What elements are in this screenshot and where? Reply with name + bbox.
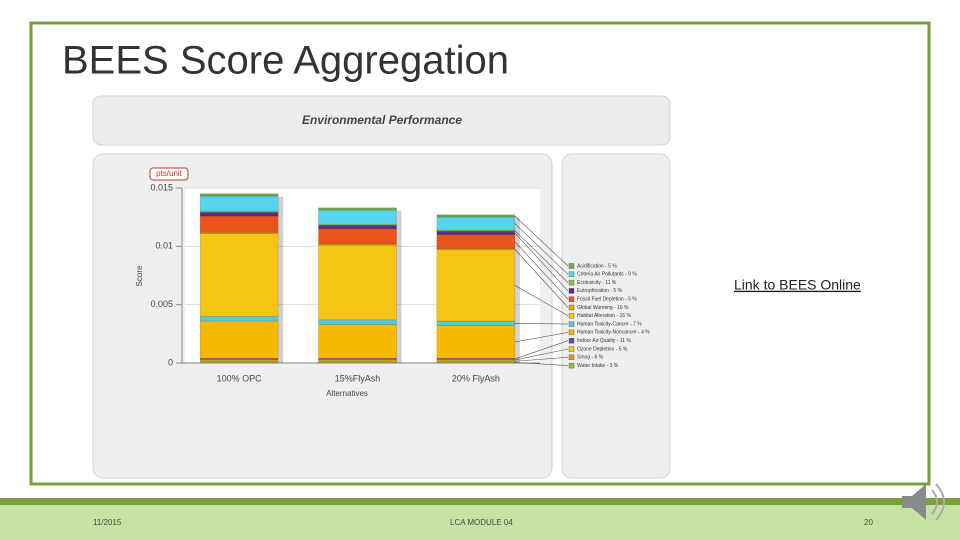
bar-segment <box>436 320 516 326</box>
legend-label: Fossil Fuel Depletion - 5 % <box>577 297 637 303</box>
legend-swatch <box>568 362 575 369</box>
y-axis-label: Score <box>135 265 144 286</box>
legend-swatch <box>568 304 575 311</box>
y-tick-label: 0.005 <box>150 299 173 309</box>
x-tick-label: 20% FlyAsh <box>452 373 500 383</box>
leader-line <box>514 223 569 275</box>
legend-label: Global Warming - 16 % <box>577 305 629 311</box>
legend-swatch <box>568 313 575 319</box>
legend-swatch <box>568 279 575 286</box>
bar-segment <box>318 207 397 211</box>
chart-header-panel <box>92 95 671 146</box>
unit-label: pts/unit <box>156 169 183 178</box>
legend-label: Acidification - 5 % <box>577 263 617 269</box>
chart-title: Environmental Performance <box>302 113 462 127</box>
y-tick-label: 0 <box>168 357 173 367</box>
bar-segment <box>199 320 279 359</box>
bar-segment <box>199 215 279 233</box>
leader-line <box>514 332 569 343</box>
bar-segment <box>436 234 516 249</box>
leader-line <box>514 249 569 308</box>
speaker-icon[interactable] <box>902 483 945 521</box>
leader-line <box>514 323 569 325</box>
bar-segment <box>436 214 516 218</box>
leader-line <box>514 215 569 267</box>
bar-segment <box>199 361 279 364</box>
legend-label: Human Toxicity-Cancer - 7 % <box>577 321 642 327</box>
leader-line <box>514 340 569 360</box>
leader-line <box>514 348 569 361</box>
bar-segment <box>199 233 279 317</box>
speaker-body <box>902 484 926 520</box>
bar-segment <box>436 249 516 322</box>
leader-line <box>514 241 569 300</box>
x-tick-label: 100% OPC <box>217 373 263 383</box>
legend-label: Ecotoxicity - 11 % <box>577 280 617 286</box>
legend-swatch <box>568 338 575 344</box>
y-tick-label: 0.015 <box>150 182 173 192</box>
footer-module: LCA MODULE 04 <box>450 518 513 527</box>
footer-date: 11/2015 <box>93 518 122 527</box>
bar-segment <box>436 230 516 235</box>
leader-line <box>514 232 569 292</box>
x-tick-label: 15%FlyAsh <box>335 373 381 383</box>
leader-line <box>514 285 569 317</box>
legend-swatch <box>568 271 575 277</box>
legend-swatch <box>568 346 575 352</box>
legend-label: Indoor Air Quality - 11 % <box>577 338 631 344</box>
legend-label: Smog - 6 % <box>577 355 604 361</box>
leader-line <box>514 357 569 362</box>
bar-side <box>278 196 284 363</box>
unit-box <box>149 167 189 181</box>
bar-segment <box>318 225 397 230</box>
page-number: 20 <box>864 518 873 527</box>
bar-side <box>514 217 520 363</box>
legend-swatch <box>568 329 575 336</box>
x-axis-label: Alternatives <box>326 389 368 398</box>
footer-line <box>0 498 960 505</box>
legend-label: Ozone Depletion - 5 % <box>577 346 628 352</box>
bar-segment <box>318 209 397 225</box>
legend-swatch <box>568 321 575 327</box>
y-tick-label: 0.01 <box>155 241 173 251</box>
legend-swatch <box>568 288 575 294</box>
slide-frame <box>29 21 931 486</box>
legend-swatch <box>568 263 575 269</box>
legend-label: Criteria Air Pollutants - 9 % <box>577 272 637 278</box>
slide-title: BEES Score Aggregation <box>62 39 509 83</box>
leader-line <box>514 230 569 283</box>
bar-segment <box>318 228 397 245</box>
bar-segment <box>436 216 516 231</box>
bar-segment <box>199 193 279 197</box>
legend-label: Human Toxicity-Noncancer - 4 % <box>577 330 650 336</box>
legend-label: Water Intake - 3 % <box>577 363 619 369</box>
bar-segment <box>318 319 397 325</box>
bar-segment <box>199 195 279 212</box>
link[interactable]: Link to BEES Online <box>734 277 861 293</box>
legend-swatch <box>568 354 575 360</box>
legend-label: Eutrophication - 5 % <box>577 288 623 294</box>
bar-segment <box>318 361 397 364</box>
bar-segment <box>436 325 516 359</box>
speaker-waves <box>931 483 945 521</box>
bar-segment <box>199 212 279 217</box>
bar-segment <box>318 324 397 359</box>
bar-side <box>396 210 402 363</box>
bar-segment <box>199 316 279 322</box>
legend-swatch <box>568 296 575 302</box>
bar-segment <box>318 244 397 321</box>
legend-panel <box>561 153 671 479</box>
leader-line <box>514 362 569 366</box>
legend-label: Habitat Alteration - 16 % <box>577 313 631 319</box>
